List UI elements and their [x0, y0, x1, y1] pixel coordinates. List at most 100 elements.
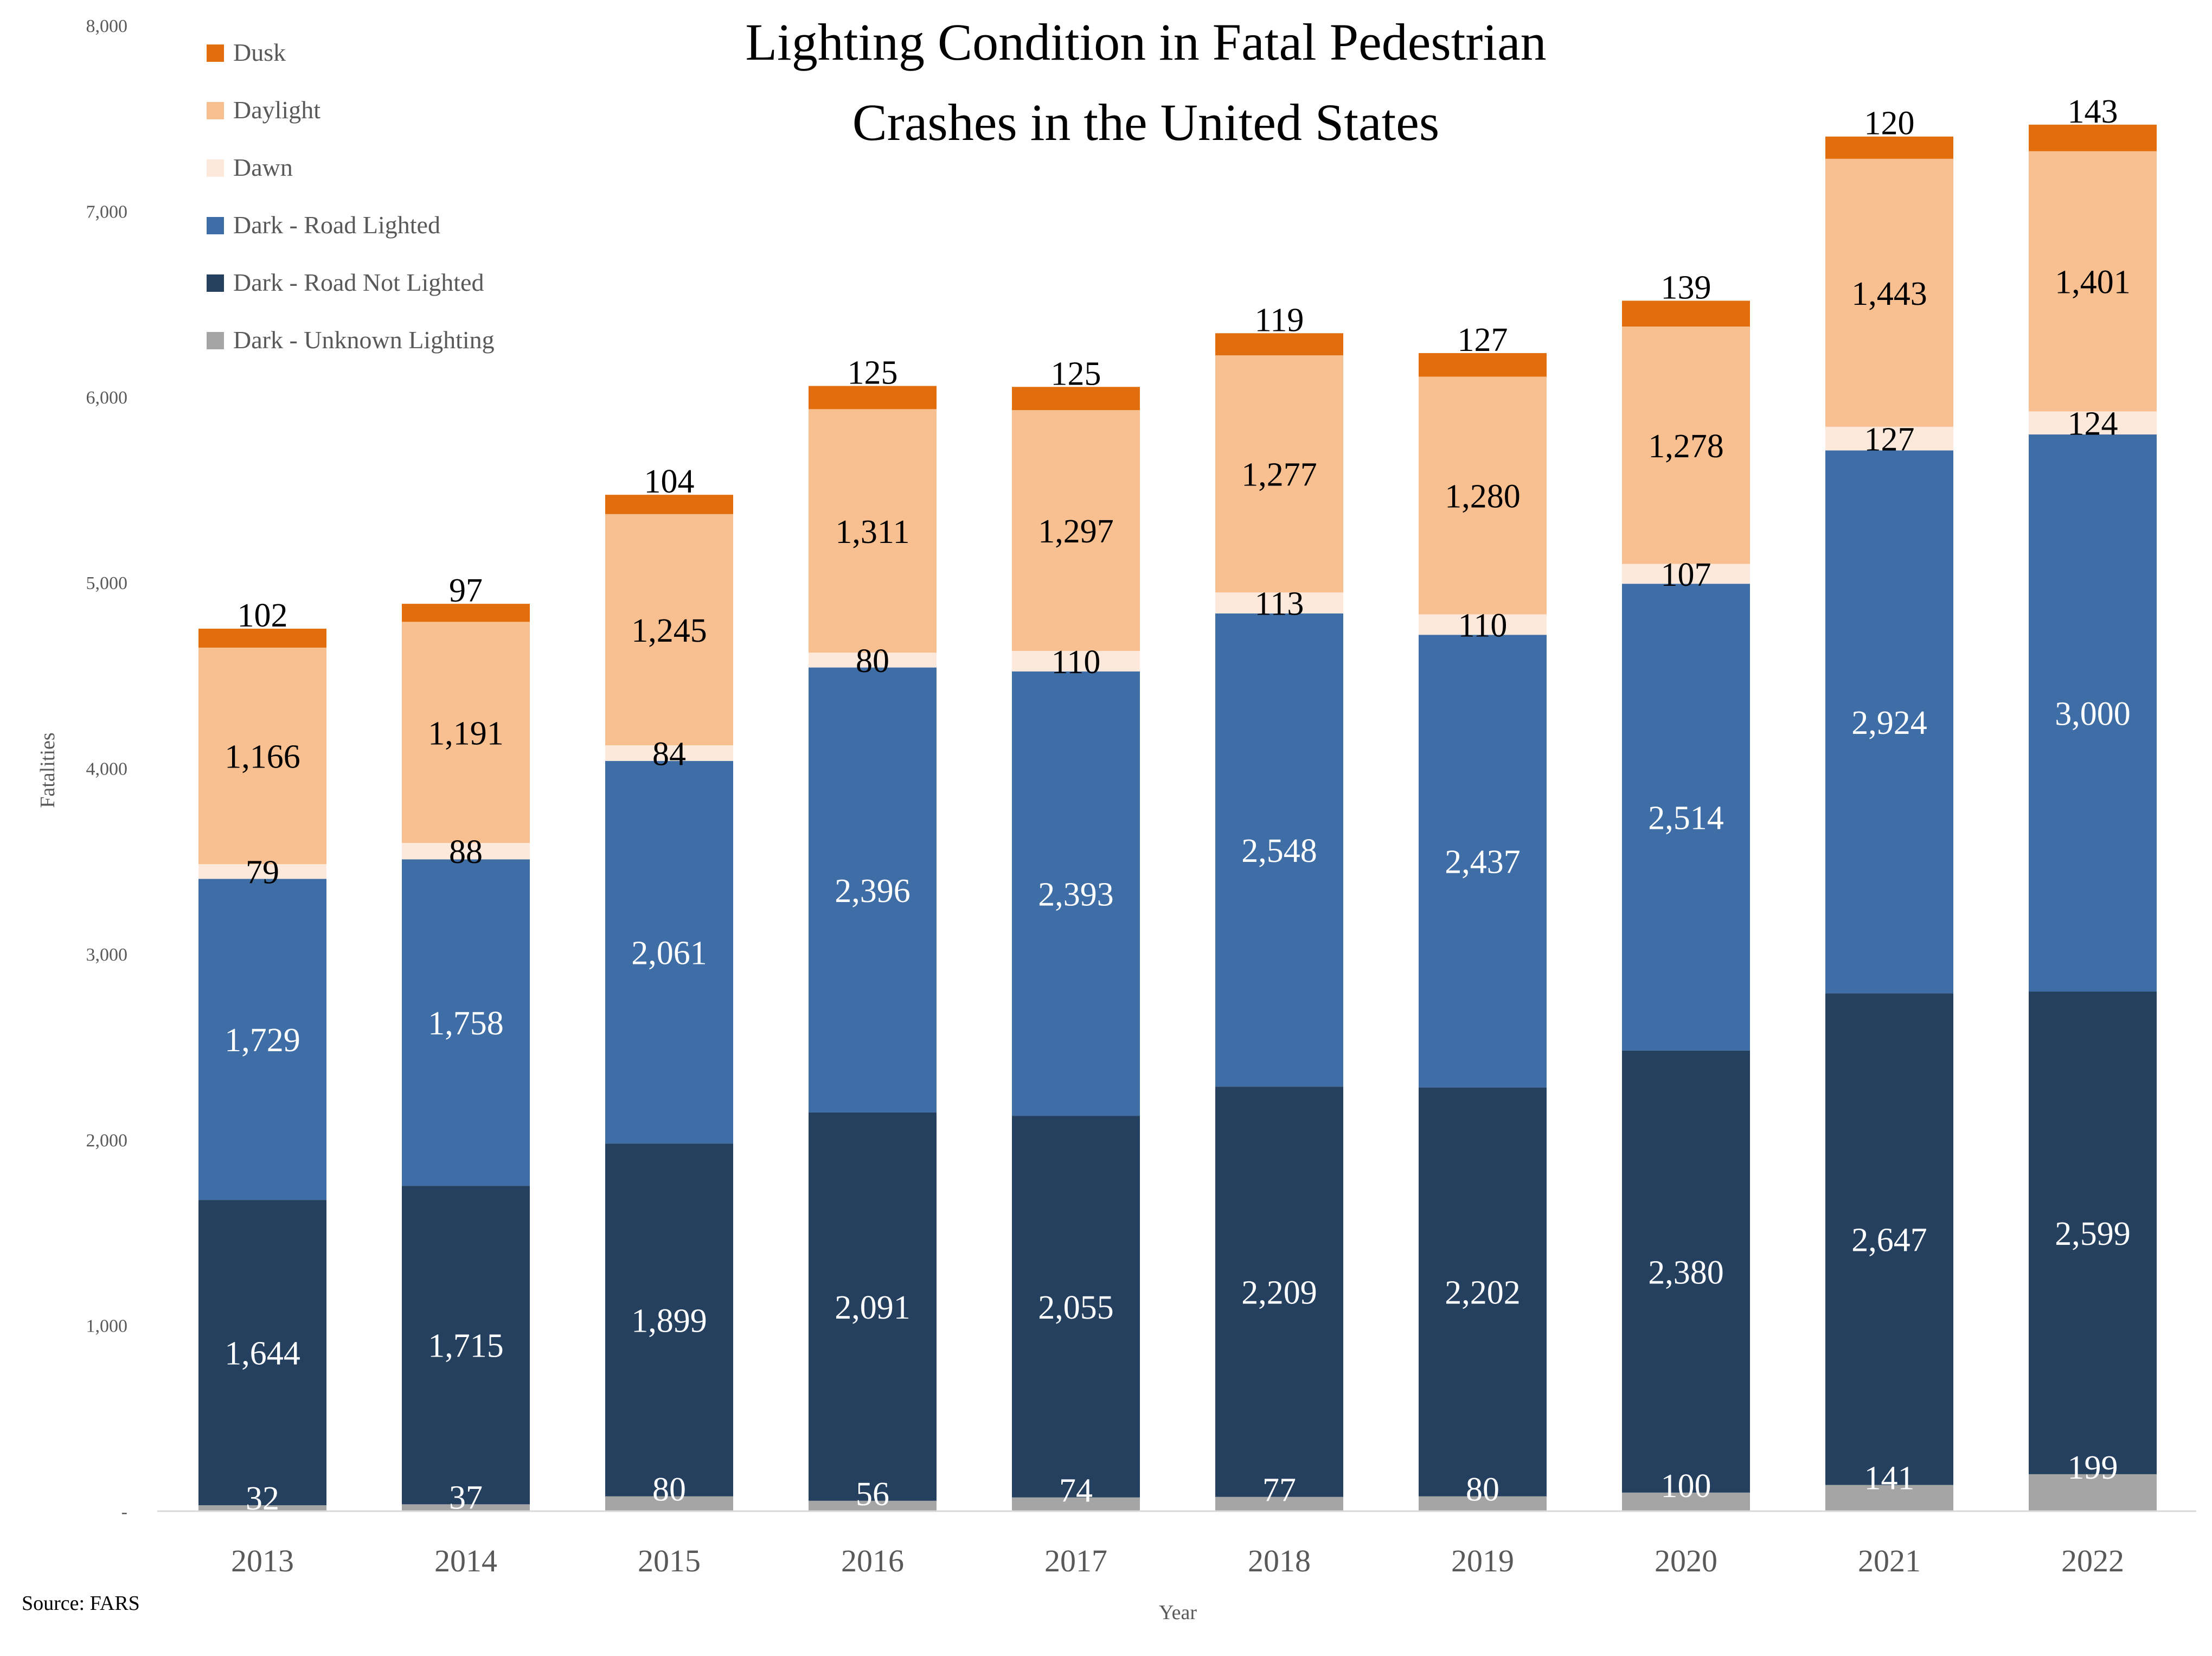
- source-note: Source: FARS: [22, 1592, 140, 1615]
- data-label: 139: [1661, 269, 1711, 306]
- data-label: 1,277: [1241, 457, 1317, 494]
- bar-segment-dark-road-lighted: [605, 760, 733, 1144]
- bar-segment-dawn: [1419, 614, 1547, 635]
- legend-label: Dark - Road Lighted: [233, 211, 440, 239]
- legend-item: Daylight: [207, 96, 320, 124]
- legend-swatch: [207, 102, 224, 119]
- bar-segment-dark-road-lighted: [1012, 671, 1140, 1116]
- data-label: 79: [246, 854, 279, 891]
- data-label: 1,401: [2055, 264, 2131, 301]
- bar-segment-daylight: [809, 409, 937, 653]
- bar-segment-dark-road-not-lighted: [2029, 992, 2157, 1474]
- data-labels: 321,6441,729791,166102371,7151,758881,19…: [225, 93, 2131, 1517]
- data-label: 1,715: [428, 1328, 504, 1365]
- data-label: 2,393: [1038, 876, 1114, 913]
- bar-segment-dark-road-not-lighted: [605, 1143, 733, 1497]
- data-label: 2,202: [1445, 1275, 1521, 1312]
- bar-segment-dusk: [402, 604, 530, 622]
- data-label: 1,729: [225, 1022, 300, 1059]
- bar-segment-dusk: [2029, 124, 2157, 151]
- data-label: 127: [1864, 421, 1915, 458]
- legend-item: Dark - Road Not Lighted: [207, 268, 484, 296]
- bar-segment-dusk: [198, 629, 326, 648]
- y-tick-label: -: [121, 1502, 127, 1522]
- data-label: 120: [1864, 105, 1915, 142]
- legend-swatch: [207, 44, 224, 62]
- data-label: 127: [1458, 322, 1508, 359]
- legend: Dusk Daylight Dawn Dark - Road Lighted Dark …: [207, 39, 495, 354]
- bar-segment-dark-road-lighted: [198, 879, 326, 1200]
- bar-segment-dark-unknown-lighting: [1012, 1497, 1140, 1511]
- x-tick-label: 2020: [1655, 1543, 1717, 1578]
- bar-segment-dusk: [605, 495, 733, 514]
- bar-segment-dawn: [1215, 592, 1343, 613]
- y-tick-label: 1,000: [86, 1316, 128, 1337]
- data-label: 2,548: [1241, 833, 1317, 869]
- bar-segment-dark-road-lighted: [402, 859, 530, 1186]
- data-label: 125: [848, 355, 898, 392]
- x-tick-label: 2022: [2061, 1543, 2124, 1578]
- data-label: 1,644: [225, 1335, 300, 1372]
- data-label: 2,599: [2055, 1216, 2131, 1252]
- bar-segment-dark-unknown-lighting: [809, 1500, 937, 1511]
- bar-segment-dusk: [1622, 300, 1750, 327]
- data-label: 84: [652, 736, 686, 772]
- legend-swatch: [207, 274, 224, 292]
- x-tick-label: 2019: [1451, 1543, 1514, 1578]
- legend-swatch: [207, 217, 224, 234]
- data-label: 1,311: [835, 514, 909, 551]
- data-label: 2,437: [1445, 844, 1521, 881]
- bar-segment-dark-road-not-lighted: [1215, 1086, 1343, 1497]
- data-label: 1,191: [428, 715, 504, 752]
- bar-segment-dusk: [1012, 387, 1140, 411]
- bar-segment-dawn: [1012, 651, 1140, 672]
- bar-segment-daylight: [1012, 410, 1140, 651]
- chart-title-line-2: Crashes in the United States: [852, 93, 1439, 151]
- y-tick-label: 6,000: [86, 388, 128, 408]
- bar-segment-dark-road-not-lighted: [1419, 1087, 1547, 1497]
- data-label: 74: [1059, 1473, 1093, 1510]
- bar-segment-dark-road-not-lighted: [198, 1200, 326, 1506]
- x-tick-label: 2021: [1858, 1543, 1921, 1578]
- bar-segment-dawn: [809, 653, 937, 668]
- y-axis-title: Fatalities: [36, 732, 59, 808]
- data-label: 37: [449, 1479, 483, 1516]
- y-axis-ticks: - 1,000 2,000 3,000 4,000 5,000 6,000 7,000 8,00…: [86, 16, 128, 1522]
- data-label: 1,758: [428, 1005, 504, 1042]
- data-label: 77: [1262, 1472, 1296, 1509]
- legend-label: Daylight: [233, 96, 320, 124]
- bar-segment-dark-unknown-lighting: [2029, 1474, 2157, 1511]
- bar-segment-daylight: [1622, 326, 1750, 564]
- bar-segment-dawn: [402, 843, 530, 860]
- x-tick-label: 2014: [434, 1543, 497, 1578]
- data-label: 107: [1661, 557, 1711, 593]
- x-tick-label: 2013: [231, 1543, 294, 1578]
- data-label: 80: [856, 643, 889, 680]
- bar-segment-dark-road-lighted: [2029, 434, 2157, 992]
- data-label: 199: [2068, 1449, 2118, 1486]
- data-label: 1,297: [1038, 513, 1114, 550]
- data-label: 80: [652, 1472, 686, 1508]
- data-label: 104: [644, 463, 695, 500]
- bar-segment-dusk: [1215, 333, 1343, 356]
- bar-segment-dark-road-lighted: [1215, 613, 1343, 1087]
- y-tick-label: 3,000: [86, 945, 128, 965]
- legend-item: Dark - Unknown Lighting: [207, 326, 495, 354]
- data-label: 1,899: [631, 1303, 707, 1340]
- bar-segment-dawn: [1622, 564, 1750, 584]
- bar-segment-dawn: [2029, 411, 2157, 434]
- bar-segment-daylight: [1215, 355, 1343, 593]
- legend-item: Dark - Road Lighted: [207, 211, 440, 239]
- data-label: 2,061: [631, 935, 707, 972]
- bar-segment-dark-unknown-lighting: [1825, 1485, 1953, 1511]
- bar-segment-dark-road-not-lighted: [809, 1112, 937, 1501]
- legend-label: Dark - Road Not Lighted: [233, 268, 484, 296]
- data-label: 2,396: [835, 873, 911, 910]
- data-label: 2,647: [1851, 1222, 1927, 1259]
- chart-title-line-1: Lighting Condition in Fatal Pedestrian: [745, 13, 1546, 71]
- data-label: 100: [1661, 1468, 1711, 1505]
- bar-segment-dark-road-lighted: [1622, 584, 1750, 1051]
- bar-segment-dusk: [1419, 353, 1547, 377]
- bar-segment-daylight: [1419, 376, 1547, 615]
- data-label: 1,280: [1445, 478, 1521, 515]
